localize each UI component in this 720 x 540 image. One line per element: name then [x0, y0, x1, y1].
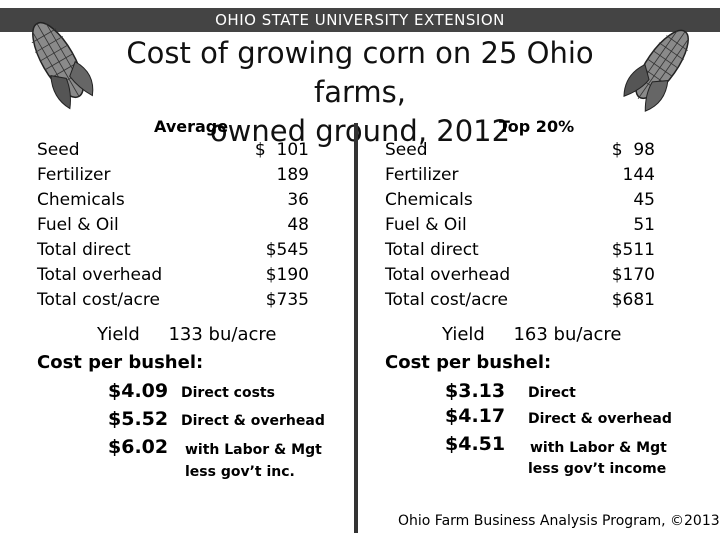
extension-banner: OHIO STATE UNIVERSITY EXTENSION	[0, 8, 720, 32]
yield-label: Yield	[442, 324, 485, 345]
yield-value: 133 bu/acre	[168, 324, 277, 345]
table-row: Chemicals 36	[37, 188, 309, 212]
row-label: Total cost/acre	[37, 290, 160, 310]
page-title: Cost of growing corn on 25 Ohio farms, o…	[80, 34, 640, 151]
row-value: 189	[276, 165, 309, 185]
row-value: 48	[287, 215, 309, 235]
cost-description: with Labor & Mgt	[185, 442, 322, 458]
row-label: Fuel & Oil	[385, 215, 467, 235]
row-label: Total direct	[385, 240, 479, 260]
column-divider	[354, 123, 358, 533]
yield-label: Yield	[97, 324, 140, 345]
cost-per-bushel-label: Cost per bushel:	[385, 352, 552, 373]
row-label: Chemicals	[385, 190, 473, 210]
cost-value: $6.02	[108, 436, 169, 458]
row-value: 144	[622, 165, 655, 185]
row-label: Total cost/acre	[385, 290, 508, 310]
table-row: Fertilizer 144	[385, 163, 655, 187]
table-row: Total direct $545	[37, 238, 309, 262]
cost-per-bushel-label: Cost per bushel:	[37, 352, 204, 373]
title-line-1: Cost of growing corn on 25 Ohio farms,	[126, 36, 594, 109]
row-value: $681	[611, 290, 655, 310]
yield-line: Yield 133 bu/acre	[97, 324, 276, 345]
cost-description: Direct costs	[181, 385, 275, 401]
yield-value: 163 bu/acre	[513, 324, 622, 345]
row-value: $170	[611, 265, 655, 285]
table-row: Fuel & Oil 51	[385, 213, 655, 237]
row-label: Fertilizer	[37, 165, 111, 185]
row-value: 36	[287, 190, 309, 210]
cost-description: Direct	[528, 385, 576, 401]
cost-value: $4.17	[445, 405, 506, 427]
row-label: Seed	[385, 140, 428, 160]
cost-description: with Labor & Mgt	[530, 440, 667, 456]
average-heading: Average	[154, 117, 229, 136]
cost-value: $4.09	[108, 380, 169, 402]
row-label: Seed	[37, 140, 80, 160]
cost-value: $3.13	[445, 380, 506, 402]
row-value: $511	[611, 240, 655, 260]
row-value: 51	[633, 215, 655, 235]
table-row: Total cost/acre $681	[385, 288, 655, 312]
cost-description: Direct & overhead	[528, 411, 672, 427]
top20-heading: Top 20%	[499, 117, 575, 136]
row-label: Total overhead	[37, 265, 163, 285]
table-row: Total cost/acre $735	[37, 288, 309, 312]
corn-cob-icon	[623, 29, 689, 112]
table-row: Seed $ 101	[37, 138, 309, 162]
table-row: Fuel & Oil 48	[37, 213, 309, 237]
title-line-2: owned ground, 2012	[209, 114, 511, 148]
footer-credit: Ohio Farm Business Analysis Program, ©20…	[398, 513, 720, 529]
corn-cob-icon	[31, 22, 94, 110]
row-value: 45	[633, 190, 655, 210]
yield-line: Yield 163 bu/acre	[442, 324, 621, 345]
row-label: Total overhead	[385, 265, 511, 285]
cost-value: $4.51	[445, 433, 506, 455]
cost-description-line-2: less gov’t income	[528, 461, 667, 477]
row-value: $ 101	[254, 140, 309, 160]
table-row: Seed $ 98	[385, 138, 655, 162]
row-label: Fuel & Oil	[37, 215, 119, 235]
table-row: Total overhead $170	[385, 263, 655, 287]
table-row: Total overhead $190	[37, 263, 309, 287]
table-row: Chemicals 45	[385, 188, 655, 212]
cost-description-line-2: less gov’t inc.	[185, 464, 295, 480]
row-label: Total direct	[37, 240, 131, 260]
row-value: $ 98	[611, 140, 655, 160]
table-row: Total direct $511	[385, 238, 655, 262]
row-value: $735	[265, 290, 309, 310]
cost-description: Direct & overhead	[181, 413, 325, 429]
row-value: $190	[265, 265, 309, 285]
row-label: Fertilizer	[385, 165, 459, 185]
table-row: Fertilizer 189	[37, 163, 309, 187]
cost-value: $5.52	[108, 408, 169, 430]
row-value: $545	[265, 240, 309, 260]
row-label: Chemicals	[37, 190, 125, 210]
